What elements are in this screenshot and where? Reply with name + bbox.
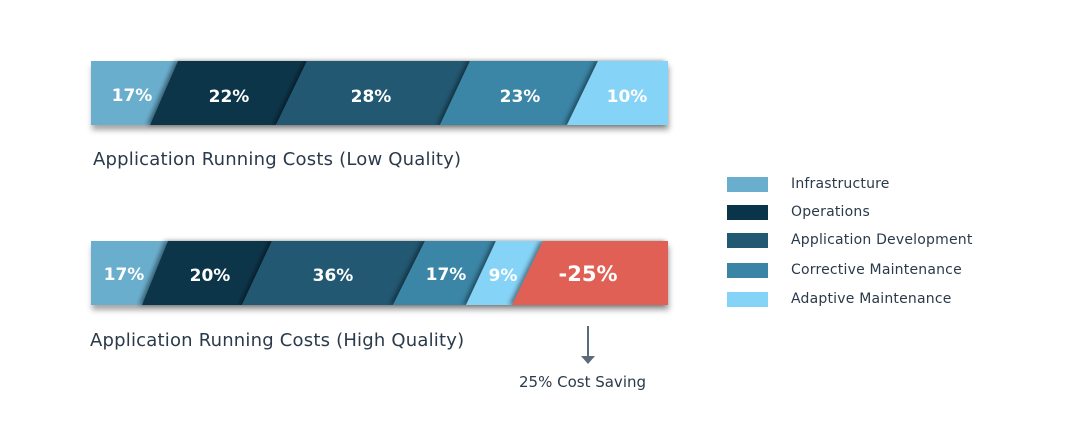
legend-swatch-corrective-maintenance (727, 262, 768, 278)
legend-swatch-adaptive-maintenance (727, 291, 768, 307)
segment-high-label-adaptive-maintenance: 9% (489, 266, 518, 286)
segment-high-label-operations: 20% (190, 266, 231, 286)
arrow-down-icon (581, 326, 595, 364)
segment-low-application-development[interactable] (276, 61, 470, 125)
segment-low-adaptive-maintenance[interactable] (567, 61, 668, 125)
bar-low-quality: 17% 22% 28% 23% 10% (91, 61, 668, 125)
bar-high-quality: 17% 20% 36% 17% 9% -25% (91, 241, 668, 305)
segment-high-corrective-maintenance[interactable] (393, 241, 496, 305)
cost-saving-annotation: 25% Cost Saving (519, 373, 647, 391)
legend-item-application-development: Application Development (727, 231, 973, 249)
segment-high-saving[interactable] (512, 241, 668, 305)
legend-item-infrastructure: Infrastructure (727, 175, 890, 193)
segment-high-application-development[interactable] (242, 241, 425, 305)
chart-title-low-quality: Application Running Costs (Low Quality) (93, 149, 462, 170)
legend-swatch-operations (727, 204, 768, 220)
legend-label: Corrective Maintenance (791, 262, 962, 278)
legend-item-operations: Operations (727, 203, 870, 221)
segment-high-operations[interactable] (142, 241, 272, 305)
legend-label: Infrastructure (791, 176, 890, 192)
segment-low-infrastructure[interactable] (91, 61, 178, 125)
segment-high-label-corrective-maintenance: 17% (426, 265, 467, 285)
legend-label: Operations (791, 204, 870, 220)
segment-high-label-infrastructure: 17% (104, 265, 145, 285)
segment-high-label-application-development: 36% (313, 266, 354, 286)
segment-low-label-operations: 22% (209, 87, 250, 107)
legend-item-adaptive-maintenance: Adaptive Maintenance (727, 290, 952, 308)
segment-low-operations[interactable] (150, 61, 307, 125)
segment-low-label-infrastructure: 17% (112, 86, 153, 106)
chart-title-high-quality: Application Running Costs (High Quality) (90, 330, 465, 351)
segment-high-infrastructure[interactable] (91, 241, 168, 305)
legend-swatch-infrastructure (727, 176, 768, 192)
segment-high-label-saving: -25% (559, 262, 618, 286)
segment-low-label-application-development: 28% (351, 87, 392, 107)
segment-low-label-adaptive-maintenance: 10% (607, 87, 648, 107)
legend-item-corrective-maintenance: Corrective Maintenance (727, 261, 962, 279)
segment-low-corrective-maintenance[interactable] (440, 61, 598, 125)
segment-low-label-corrective-maintenance: 23% (500, 87, 541, 107)
legend-label: Adaptive Maintenance (791, 291, 952, 307)
legend-swatch-application-development (727, 232, 768, 248)
legend-label: Application Development (791, 232, 973, 248)
segment-high-adaptive-maintenance[interactable] (466, 241, 543, 305)
